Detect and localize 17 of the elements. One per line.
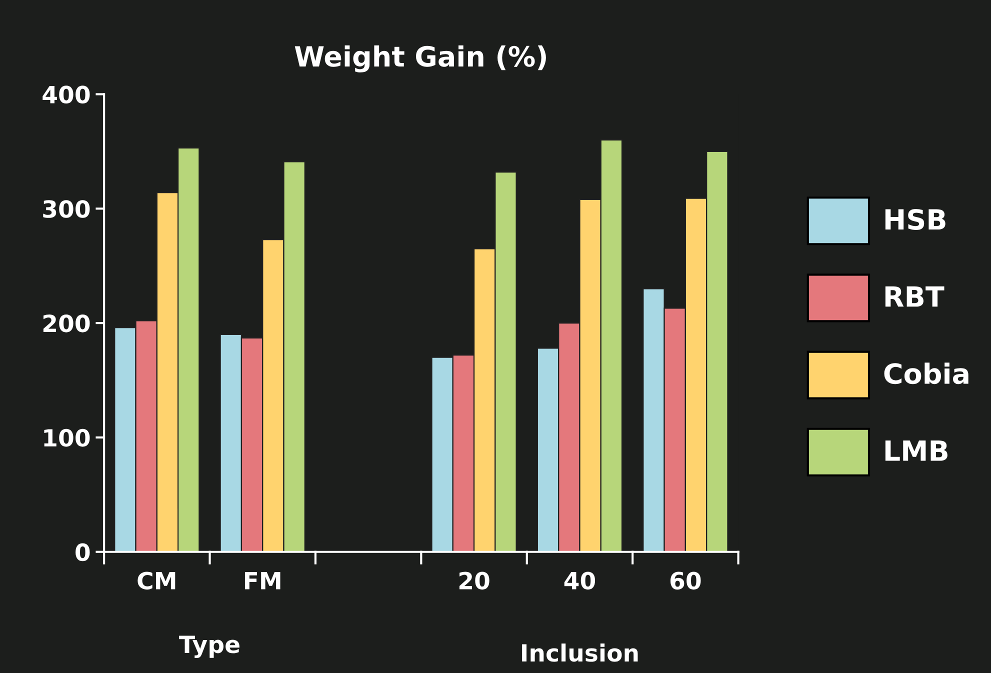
legend-label: HSB	[885, 208, 946, 230]
x-tick-label: 40	[564, 572, 596, 590]
legend-label: Cobia	[884, 362, 968, 384]
y-tick-label: 300	[43, 200, 90, 218]
y-tick-label: 400	[42, 86, 90, 104]
text: Inclusion	[522, 644, 638, 662]
y-tick-label: 0	[76, 543, 90, 562]
legend-label: LMB	[885, 440, 948, 461]
x-tick-label: 60	[670, 572, 701, 590]
x-tick-label: CM	[138, 572, 176, 590]
legend-label: RBT	[885, 286, 944, 307]
y-tick-label: 100	[44, 428, 90, 447]
x-tick-label: FM	[244, 572, 280, 590]
chart-title: Weight Gain (%)	[294, 45, 546, 72]
text: Type	[179, 636, 240, 658]
x-tick-label: 20	[459, 572, 490, 590]
y-tick-label: 200	[43, 314, 90, 332]
